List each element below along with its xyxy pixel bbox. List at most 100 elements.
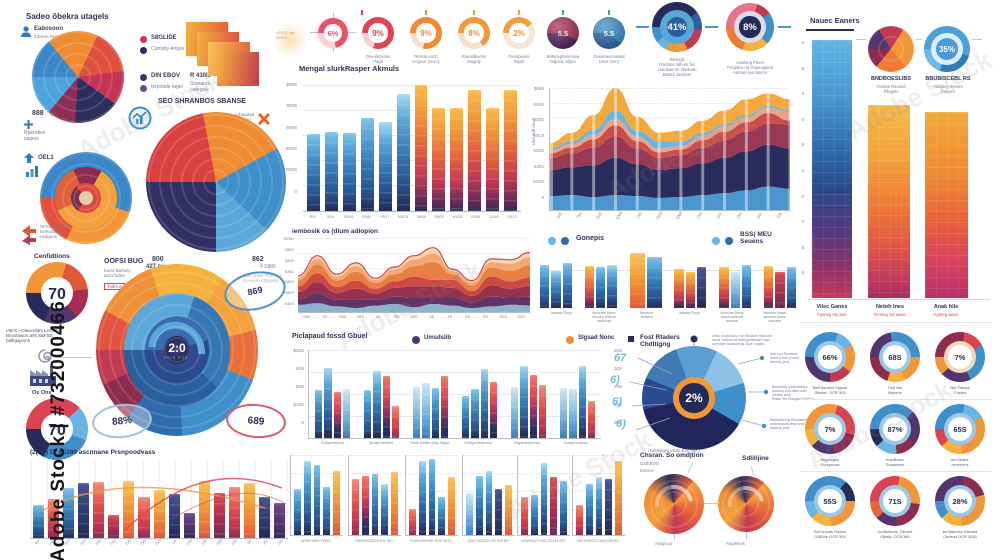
stock-watermark-vertical: Adobe Stock | #732000466 [48, 300, 69, 560]
axis-label: S205 [470, 214, 481, 219]
axis-label: 0 [301, 420, 304, 425]
oofsi-caption: Eaed Bafseis asfor'bdhe [104, 268, 131, 278]
radial-center-text: 2:0 THIS FTE. [96, 264, 258, 436]
axis-label: S013 [507, 214, 517, 219]
area-x-labels: 100 750 500 1008 150 1520 1008 159 101 150 102 108 [549, 210, 789, 220]
sphere-title-2: Sdlilijine [742, 455, 769, 462]
axis-label: 0 [541, 194, 544, 200]
axis-label: Prroll fretlse Dag Rajse [410, 441, 450, 445]
donut-value: 7% [824, 424, 836, 434]
bar [448, 477, 455, 535]
donut-ring [935, 37, 959, 61]
axis-label: 6 [801, 142, 804, 148]
gauge-tick [608, 10, 610, 15]
donut-ring [948, 489, 972, 513]
bar [413, 386, 421, 439]
stock-watermark: Adobe Stock [842, 44, 997, 146]
ring-center [78, 190, 94, 206]
stream-x-labels: S8S 92 S8S 98S 92 70S S8S 3S 3S SS SS S0S S0S [298, 314, 530, 319]
donut-caption: Itos/Bsars Esosrtans [886, 457, 904, 467]
x-mark-icon [257, 112, 271, 126]
gonepis-clusters [540, 250, 797, 309]
donut-ring [368, 23, 388, 43]
sfss-caption: SFSS dopelers tselnousts nsdgoos [40, 224, 71, 239]
legend-sublabel: Stonares oategelk [190, 81, 211, 93]
axis-label: S20S [533, 163, 544, 169]
donut-caption: Bw'Ursoss Odsod GAEole OCR 309 [814, 529, 846, 539]
bar-cluster [540, 250, 573, 309]
oofsi-title: OOFSI BUG [104, 258, 144, 265]
axis-label: S00S [285, 124, 297, 130]
metric-862-sub: 9 S886 [260, 264, 276, 270]
mini-chart-caption: 6O55 SBS OVWO [301, 539, 331, 543]
axis-label: S80Z [434, 214, 445, 219]
bar [495, 489, 503, 535]
mini-chart-caption: S BSHXIOOIO-SOIT BOO [409, 539, 453, 543]
gauge-value: 9% [420, 28, 432, 38]
bar [520, 365, 528, 439]
bar [391, 406, 400, 438]
bar [307, 134, 320, 211]
axis-label: 30S [613, 348, 622, 353]
flank-line [916, 39, 922, 40]
axis-label: Sutlspeticune [320, 441, 344, 445]
gauge-tick [518, 10, 520, 15]
stream-y-labels: S0SH S80S S80Z S801 S80S S80S S40S [274, 236, 294, 312]
bar [364, 390, 372, 438]
gauge-dashes: –––– [52, 411, 62, 416]
donut [935, 332, 985, 382]
column-label: Anak hils [933, 304, 959, 310]
bar [569, 388, 577, 439]
title-underline [806, 29, 854, 31]
bar [333, 471, 340, 535]
axis-label: S0SS [533, 148, 544, 153]
bar [315, 389, 323, 439]
bar [538, 385, 547, 438]
axis-label: $00S [286, 82, 297, 87]
metric-800: 800 [152, 256, 164, 263]
layer-square [217, 52, 259, 86]
donut-ring [883, 345, 907, 369]
stat-888-caption: Rpereties sagers [24, 130, 46, 142]
donut-value: 65S [953, 424, 967, 434]
gauge-caption: Botsnepheremow Odjevd, Sljla'v [546, 54, 580, 64]
axis-label: S80S [284, 290, 294, 296]
mini-chart-caption: SIM2IOO3I2OH13, SIO [355, 539, 393, 543]
bar-groups [309, 350, 601, 439]
axis-label: Sodirproslores [563, 441, 588, 445]
legend-label: R 430ls [190, 73, 212, 79]
axis-label: S0S [295, 384, 304, 389]
axis-label: 98S [356, 314, 365, 319]
arrow-up-icon [24, 153, 34, 163]
bar-cluster [364, 350, 400, 438]
column-bar [868, 104, 910, 298]
axis-label: SS [464, 314, 471, 319]
donut-caption: Itog/bsges Eorspnoss [820, 457, 840, 467]
donut-ring [818, 417, 842, 441]
bar [584, 266, 595, 308]
donut [805, 332, 855, 382]
column-bar [812, 40, 852, 298]
axis-label: Sodilprostores [368, 441, 394, 445]
legend-dot [412, 336, 420, 344]
bar-cluster [674, 250, 707, 309]
bar [450, 107, 464, 212]
bar [123, 481, 135, 538]
donut [642, 346, 746, 450]
bar [108, 514, 120, 539]
grouped-y-labels-right: 30S 30S 30S 00S 00S [604, 348, 622, 438]
bar [409, 509, 416, 535]
donut-label: BBUBISCEBL RS [925, 76, 971, 82]
connector-line [704, 503, 720, 504]
sphere-sub-2: Bsrvion [640, 468, 654, 473]
gauge-caption: Besogd Oorstute sdh-bs fes Lseostiw sn O… [657, 57, 697, 77]
confidence-title: Cenfidtions [34, 253, 70, 260]
bar [615, 460, 622, 536]
bar [730, 272, 741, 308]
trend-curves [39, 477, 287, 531]
donut-caption: bu'ldldnoss Dlsmod Olslend OCR 3018 [942, 529, 978, 539]
kpi-gauge-6: 5.5 [547, 17, 579, 49]
bar [505, 485, 512, 535]
axis-label: 3S [429, 314, 435, 319]
donut-chart: 65S [935, 404, 985, 454]
